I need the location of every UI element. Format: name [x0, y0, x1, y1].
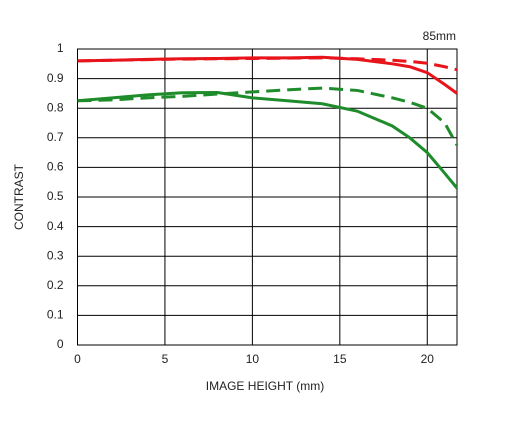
line-series: [77, 55, 458, 95]
x-tick-label: 0: [74, 352, 81, 366]
y-tick-label: 0.5: [47, 189, 64, 203]
x-axis-label: IMAGE HEIGHT (mm): [206, 379, 324, 393]
y-tick-label: 0.3: [47, 248, 64, 262]
line-series: [77, 56, 458, 72]
y-tick-label: 0.2: [47, 278, 64, 292]
x-tick-label: 5: [162, 352, 169, 366]
x-tick-label: 20: [421, 352, 435, 366]
y-tick-label: 0.9: [47, 71, 64, 85]
y-tick-label: 0.4: [47, 219, 64, 233]
x-tick-label: 15: [333, 352, 347, 366]
x-tick-label: 10: [246, 352, 260, 366]
y-axis-label: CONTRAST: [12, 163, 26, 230]
y-tick-label: 0.8: [47, 100, 64, 114]
y-tick-label: 1: [57, 41, 64, 55]
chart-title: 85mm: [423, 29, 456, 43]
y-tick-label: 0.7: [47, 130, 64, 144]
y-tick-label: 0.1: [47, 308, 64, 322]
line-series: [77, 86, 459, 146]
y-tick-label: 0.6: [47, 160, 64, 174]
y-tick-label: 0: [57, 337, 64, 351]
line-series: [77, 91, 459, 190]
